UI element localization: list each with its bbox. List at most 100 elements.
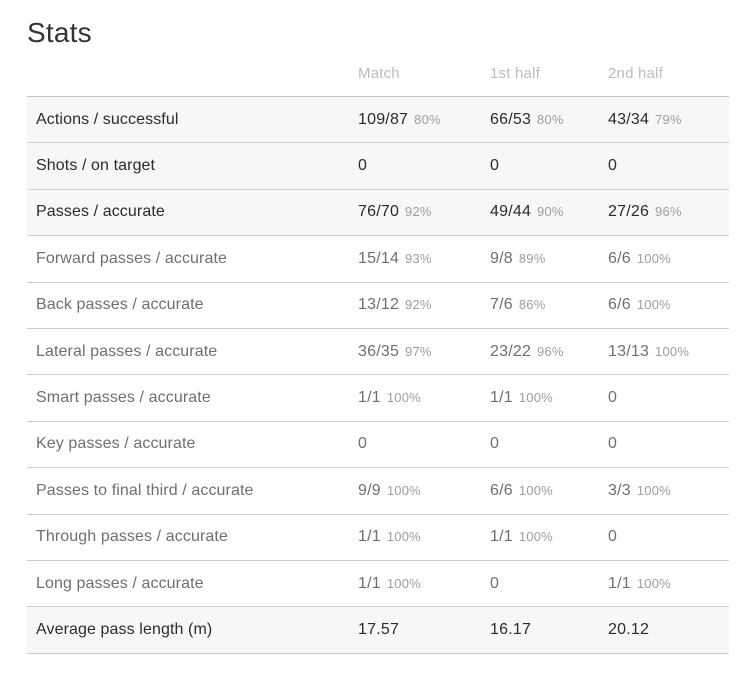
stat-value: 6/6	[608, 249, 631, 267]
table-row: Long passes / accurate 1/1 100% 0 1/1 100%	[27, 560, 729, 608]
table-row: Shots / on target 0 0 0	[27, 143, 729, 190]
stat-cell-1st-half: 1/1 100%	[490, 389, 608, 407]
page-title: Stats	[27, 17, 92, 48]
stat-value: 20.12	[608, 620, 650, 638]
table-row: Actions / successful 109/87 80% 66/53 80% …	[27, 97, 729, 144]
stat-cell-2nd-half: 6/6 100%	[608, 250, 729, 268]
stat-percentage: 100%	[386, 482, 421, 498]
stat-value: 13/12	[358, 296, 400, 314]
row-label: Forward passes / accurate	[36, 249, 228, 267]
stat-value: 49/44	[490, 203, 532, 221]
row-label: Lateral passes / accurate	[36, 342, 218, 360]
stat-value: 109/87	[358, 110, 409, 128]
stat-cell-match: 109/87 80%	[358, 111, 490, 129]
stat-cell-1st-half: 66/53 80%	[490, 111, 608, 129]
stat-value: 1/1	[608, 574, 631, 592]
row-label: Actions / successful	[36, 110, 179, 128]
stat-cell-2nd-half: 27/26 96%	[608, 203, 729, 221]
stat-cell-match: 76/70 92%	[358, 203, 490, 221]
stat-percentage: 100%	[636, 575, 671, 591]
stat-value: 0	[490, 574, 500, 592]
stat-cell-1st-half: 16.17	[490, 621, 608, 639]
stat-value: 6/6	[608, 296, 631, 314]
stat-cell-match: 15/14 93%	[358, 250, 490, 268]
row-label: Smart passes / accurate	[36, 389, 211, 407]
stat-value: 6/6	[490, 481, 513, 499]
stat-value: 9/9	[358, 481, 381, 499]
stat-cell-1st-half: 7/6 86%	[490, 296, 608, 314]
column-header-2nd-half: 2nd half	[608, 65, 663, 82]
stat-cell-2nd-half: 6/6 100%	[608, 296, 729, 314]
column-header-1st-half: 1st half	[490, 65, 540, 82]
stat-percentage: 86%	[518, 297, 546, 313]
table-row: Key passes / accurate 0 0 0	[27, 421, 729, 469]
stat-percentage: 92%	[405, 204, 432, 220]
stat-value: 0	[358, 435, 368, 453]
row-label: Back passes / accurate	[36, 296, 204, 314]
row-label: Passes to final third / accurate	[36, 481, 254, 499]
table-row: Passes to final third / accurate 9/9 100%…	[27, 468, 729, 515]
stat-cell-2nd-half: 0	[608, 528, 729, 546]
stat-percentage: 93%	[405, 250, 432, 266]
stat-cell-match: 9/9 100%	[358, 482, 490, 500]
stat-cell-2nd-half: 43/34 79%	[608, 111, 729, 129]
stat-cell-1st-half: 1/1 100%	[490, 528, 608, 546]
stat-percentage: 100%	[655, 343, 690, 359]
stat-value: 3/3	[608, 481, 631, 499]
stat-cell-match: 13/12 92%	[358, 296, 490, 314]
stat-value: 0	[490, 157, 500, 175]
stat-value: 1/1	[358, 389, 381, 407]
row-label: Average pass length (m)	[36, 620, 213, 638]
stat-percentage: 97%	[405, 343, 432, 359]
stat-value: 0	[608, 157, 618, 175]
stat-value: 7/6	[490, 296, 513, 314]
stat-percentage: 100%	[518, 390, 553, 406]
stat-value: 0	[490, 435, 500, 453]
table-row: Lateral passes / accurate 36/35 97% 23/22…	[27, 328, 729, 376]
stat-cell-match: 36/35 97%	[358, 343, 490, 361]
stat-percentage: 80%	[537, 111, 564, 127]
stat-value: 1/1	[490, 528, 513, 546]
stat-percentage: 100%	[386, 575, 421, 591]
stat-cell-2nd-half: 0	[608, 435, 729, 453]
stat-cell-match: 0	[358, 157, 490, 175]
stat-value: 1/1	[358, 528, 381, 546]
row-label: Long passes / accurate	[36, 574, 204, 592]
table-row: Average pass length (m) 17.57 16.17 20.1…	[27, 607, 729, 654]
stat-cell-1st-half: 0	[490, 157, 608, 175]
stat-value: 1/1	[490, 389, 513, 407]
stat-value: 16.17	[490, 620, 532, 638]
stat-cell-1st-half: 0	[490, 435, 608, 453]
stat-percentage: 96%	[537, 343, 564, 359]
stat-cell-2nd-half: 0	[608, 389, 729, 407]
stat-percentage: 100%	[636, 250, 671, 266]
row-label: Key passes / accurate	[36, 435, 196, 453]
stat-value: 0	[608, 389, 618, 407]
stat-percentage: 96%	[655, 204, 682, 220]
stat-value: 76/70	[358, 203, 400, 221]
stat-cell-2nd-half: 13/13 100%	[608, 343, 729, 361]
stat-percentage: 92%	[405, 297, 432, 313]
stat-cell-1st-half: 6/6 100%	[490, 482, 608, 500]
stat-value: 17.57	[358, 620, 400, 638]
column-header-match: Match	[358, 65, 400, 82]
stat-value: 0	[358, 157, 368, 175]
stat-value: 1/1	[358, 574, 381, 592]
table-header-row: Match 1st half 2nd half	[27, 51, 729, 96]
stat-cell-1st-half: 23/22 96%	[490, 343, 608, 361]
stat-value: 15/14	[358, 249, 400, 267]
row-label: Shots / on target	[36, 157, 156, 175]
stat-percentage: 80%	[414, 111, 441, 127]
table-row: Passes / accurate 76/70 92% 49/44 90% 27/2…	[27, 189, 729, 237]
stat-percentage: 100%	[636, 297, 671, 313]
table-row: Forward passes / accurate 15/14 93% 9/8 89…	[27, 236, 729, 283]
table-row: Back passes / accurate 13/12 92% 7/6 86% 6…	[27, 282, 729, 329]
row-label: Passes / accurate	[36, 203, 165, 221]
stat-value: 9/8	[490, 249, 513, 267]
stat-percentage: 100%	[386, 529, 421, 545]
stat-value: 23/22	[490, 342, 532, 360]
stat-cell-1st-half: 0	[490, 575, 608, 593]
stat-cell-match: 1/1 100%	[358, 575, 490, 593]
stat-cell-1st-half: 49/44 90%	[490, 203, 608, 221]
